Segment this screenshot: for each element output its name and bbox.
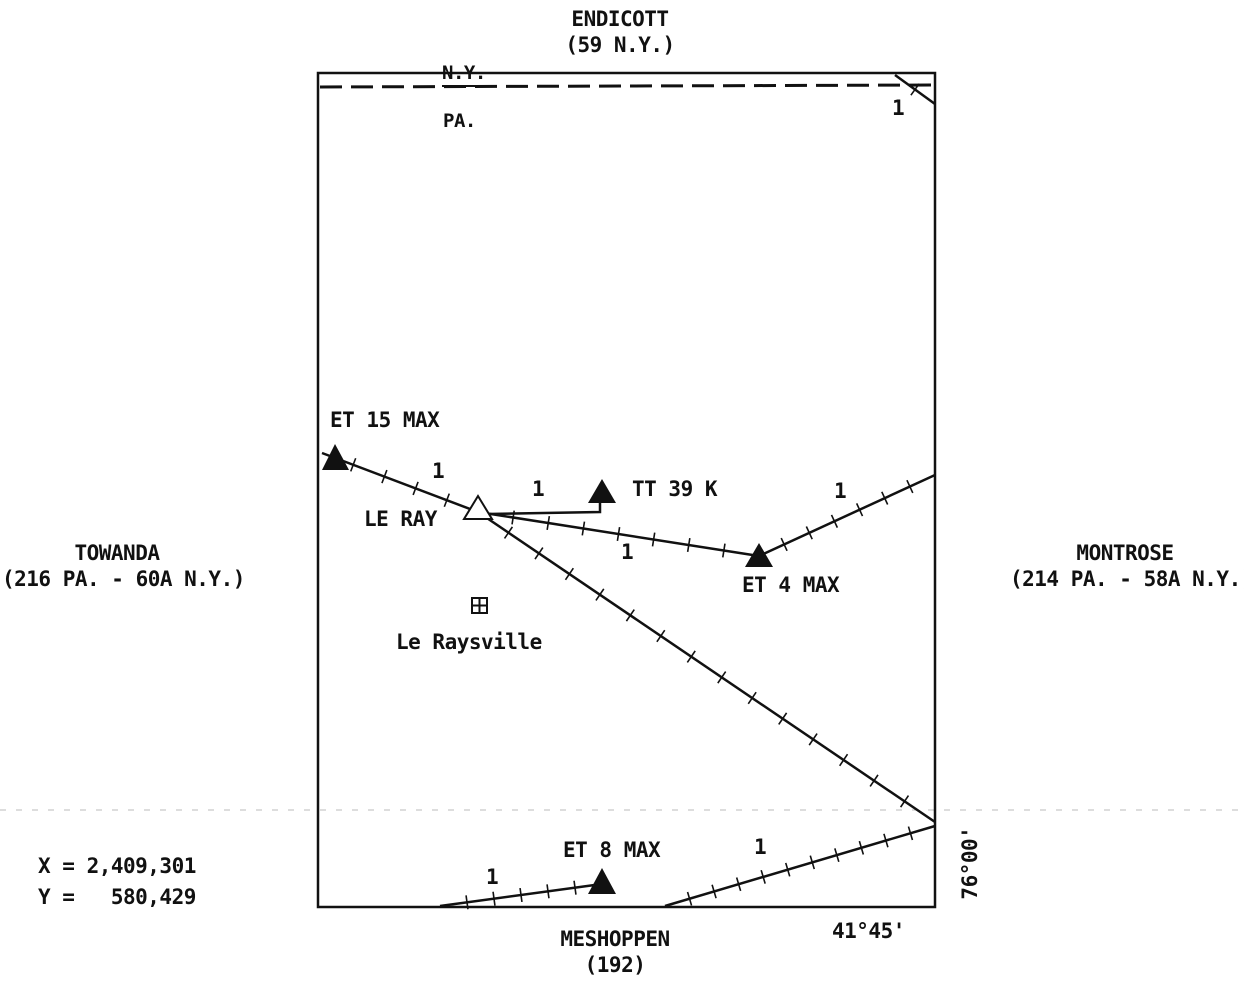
line-et4-east	[758, 473, 936, 558]
line-leray-southeast-tick	[534, 547, 544, 560]
line-sw-et8-tick	[465, 895, 469, 910]
south-sheet-code: (192)	[584, 953, 646, 978]
line-et4-east-tick	[906, 479, 914, 494]
south-sheet-label: MESHOPPEN (192)	[540, 926, 690, 979]
line-sw-et8-tick	[546, 884, 550, 899]
line-label-5: 1	[892, 96, 905, 120]
coordinate-x: X = 2,409,301	[38, 854, 196, 878]
line-et15-leray	[321, 451, 479, 514]
line-leray-southeast-tick	[595, 588, 605, 601]
station-tt39-triangle	[588, 479, 616, 503]
traverse-lines	[321, 73, 936, 910]
line-leray-et4-tick	[581, 521, 586, 536]
station-et8-triangle	[588, 868, 616, 894]
town-symbol	[471, 597, 488, 614]
state-boundary-line	[319, 83, 936, 89]
station-leray-label: LE RAY	[364, 507, 437, 531]
line-leray-southeast-tick	[717, 671, 727, 684]
station-leray-triangle	[462, 494, 494, 520]
line-leray-southeast-tick	[686, 650, 696, 663]
east-sheet-label: MONTROSE (214 PA. - 58A N.Y.)	[1010, 540, 1244, 593]
line-leray-et4-tick	[616, 526, 621, 542]
line-ne-corner-tick	[910, 83, 920, 96]
line-et4-east-tick	[805, 526, 813, 540]
line-leray-southeast-tick	[808, 733, 818, 746]
south-sheet-name: MESHOPPEN	[560, 927, 670, 951]
line-leray-southeast-tick	[899, 795, 910, 808]
line-label-1: 1	[432, 459, 445, 483]
line-sw-et8-tick	[573, 880, 577, 895]
north-sheet-code: (59 N.Y.)	[565, 33, 675, 58]
line-south-east-tick	[809, 855, 816, 870]
west-sheet-label: TOWANDA (216 PA. - 60A N.Y.)	[2, 540, 245, 593]
station-et15-triangle	[322, 444, 349, 470]
line-south-east-tick	[711, 884, 717, 899]
line-leray-southeast-tick	[564, 567, 574, 581]
line-south-east-tick	[735, 877, 742, 892]
line-leray-southeast-tick	[656, 629, 666, 643]
line-leray-southeast-tick	[778, 712, 788, 725]
corner-latitude: 41°45'	[832, 919, 905, 943]
line-leray-southeast-tick	[747, 691, 757, 705]
line-label-6: 1	[486, 865, 499, 889]
line-label-2: 1	[532, 477, 545, 501]
station-et4-label: ET 4 MAX	[742, 573, 840, 597]
tt39-connector	[487, 500, 602, 516]
line-leray-southeast-tick	[625, 609, 635, 622]
state-label-pa: PA.	[443, 110, 476, 132]
line-south-east-tick	[760, 869, 766, 884]
north-sheet-name: ENDICOTT	[571, 7, 669, 31]
coordinate-y: Y = 580,429	[38, 885, 196, 909]
west-sheet-name: TOWANDA	[74, 541, 160, 565]
line-label-3: 1	[621, 540, 634, 564]
line-et4-east-tick	[881, 491, 889, 505]
line-et4-east-tick	[780, 537, 788, 552]
station-et8-label: ET 8 MAX	[563, 838, 661, 862]
line-leray-et4-tick	[722, 543, 726, 558]
east-sheet-name: MONTROSE	[1076, 541, 1174, 565]
line-leray-et4-tick	[686, 537, 691, 553]
north-sheet-label: ENDICOTT (59 N.Y.)	[545, 6, 695, 59]
line-et15-leray-tick	[381, 469, 388, 484]
line-leray-et4-tick	[546, 515, 551, 531]
state-label-ny: N.Y.	[442, 62, 486, 84]
east-sheet-code: (214 PA. - 58A N.Y.)	[1010, 567, 1244, 592]
station-et15-label: ET 15 MAX	[330, 408, 440, 432]
map-frame	[316, 71, 937, 909]
west-sheet-code: (216 PA. - 60A N.Y.)	[2, 567, 245, 592]
line-et15-leray-tick	[412, 481, 419, 496]
line-sw-et8-tick	[519, 887, 523, 903]
line-label-7: 1	[754, 835, 767, 859]
line-et15-leray-tick	[349, 457, 357, 472]
station-tt39-label: TT 39 K	[632, 477, 718, 501]
line-south-east-tick	[686, 891, 693, 906]
line-label-4: 1	[834, 479, 847, 503]
line-leray-et4-tick	[651, 532, 656, 547]
line-south-east-tick	[858, 840, 865, 855]
line-leray-southeast-tick	[503, 526, 514, 539]
line-leray-southeast-tick	[869, 774, 879, 787]
corner-longitude: 76°00'	[957, 826, 982, 900]
line-south-east-tick	[834, 848, 840, 863]
line-et15-leray-tick	[443, 493, 451, 508]
line-et4-east-tick	[855, 503, 864, 517]
line-leray-southeast	[477, 510, 936, 824]
station-et4-triangle	[745, 543, 773, 567]
line-sw-et8-tick	[492, 891, 496, 906]
line-south-east-tick	[784, 862, 791, 877]
line-et4-east-tick	[830, 514, 839, 528]
line-south-east-tick	[883, 833, 889, 848]
line-south-east-tick	[907, 826, 914, 841]
town-label: Le Raysville	[396, 630, 542, 654]
line-leray-southeast-tick	[839, 753, 849, 767]
line-south-east	[664, 824, 936, 908]
